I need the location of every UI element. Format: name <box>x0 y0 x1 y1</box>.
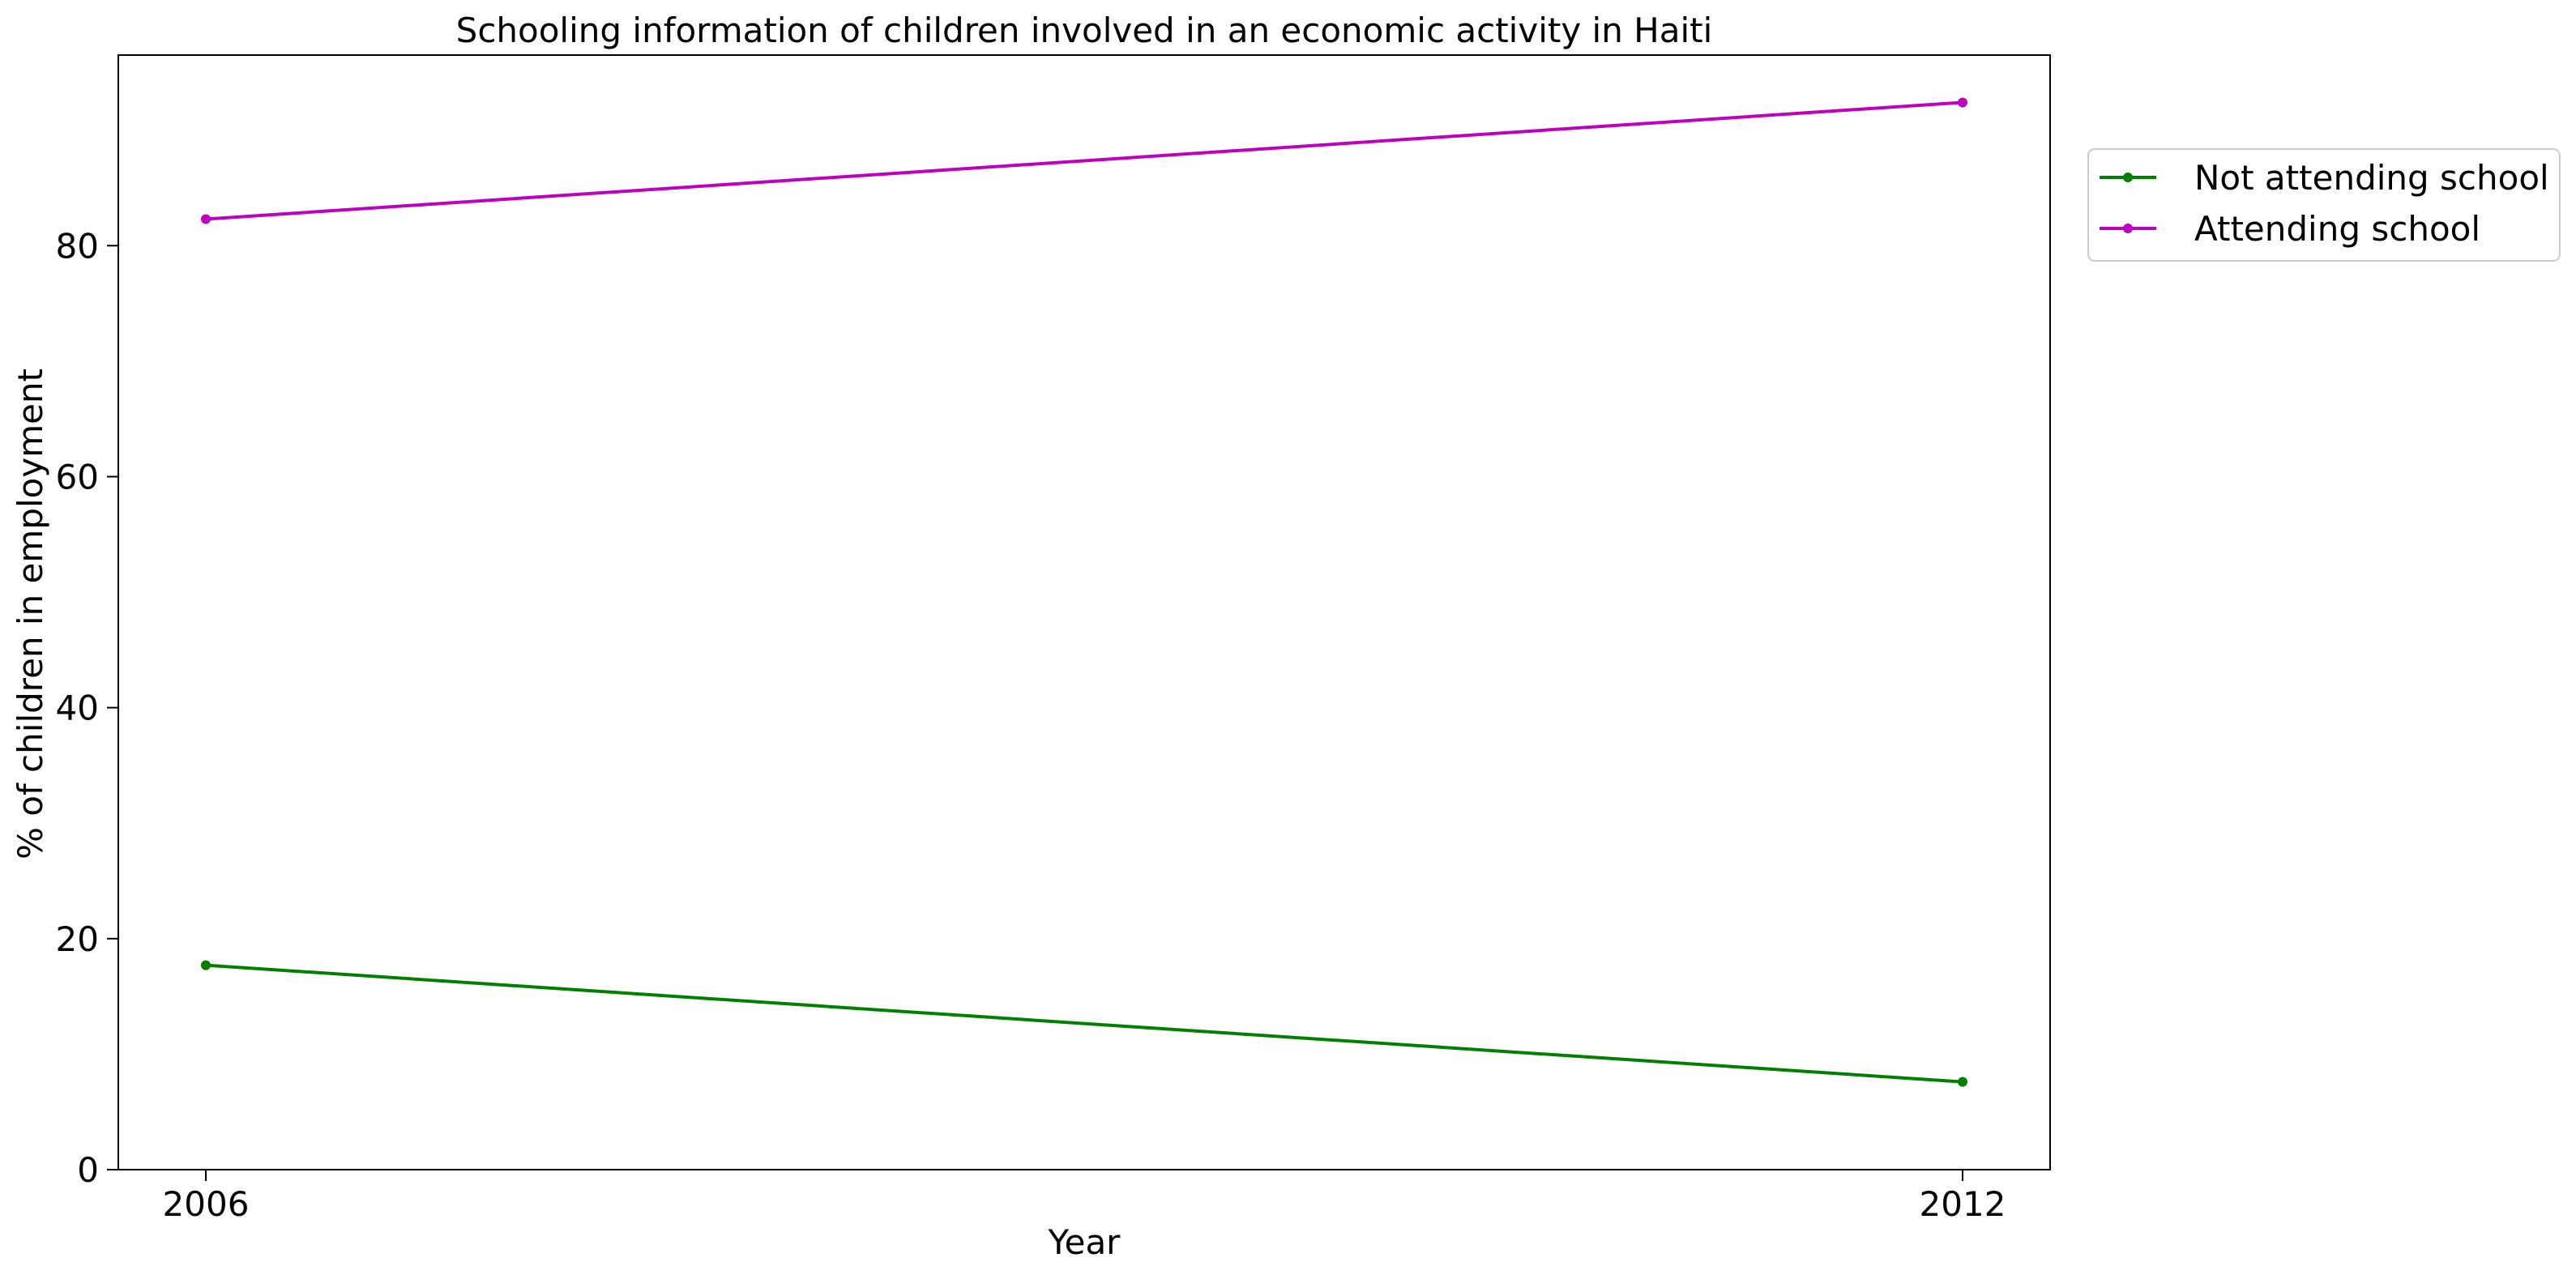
data-point <box>201 214 211 224</box>
y-axis-label: % of children in employment <box>11 369 50 859</box>
data-point <box>1958 1076 1967 1087</box>
legend-label: Not attending school <box>2194 158 2549 198</box>
data-point <box>201 960 211 970</box>
y-tick-label: 80 <box>56 226 99 266</box>
y-tick-label: 20 <box>56 919 99 959</box>
data-point <box>1958 97 1967 108</box>
y-tick-label: 0 <box>77 1150 99 1190</box>
x-axis-label: Year <box>1048 1222 1121 1262</box>
series-line <box>205 963 1963 1084</box>
legend: Not attending school Attending school <box>2087 148 2561 262</box>
legend-box <box>2087 148 2561 262</box>
series-line <box>205 100 1963 221</box>
y-tick-label: 40 <box>56 689 99 728</box>
legend-label: Attending school <box>2194 209 2480 249</box>
plot-frame <box>117 54 2051 1170</box>
chart-title: Schooling information of children involv… <box>456 11 1713 50</box>
plot-area: 0 20 40 60 80 2006 2012 <box>56 54 2051 1224</box>
x-tick-label: 2006 <box>163 1184 250 1224</box>
x-tick-label: 2012 <box>1920 1184 2006 1224</box>
legend-marker <box>2123 224 2133 233</box>
legend-marker <box>2123 173 2133 182</box>
y-tick-label: 60 <box>56 457 99 497</box>
